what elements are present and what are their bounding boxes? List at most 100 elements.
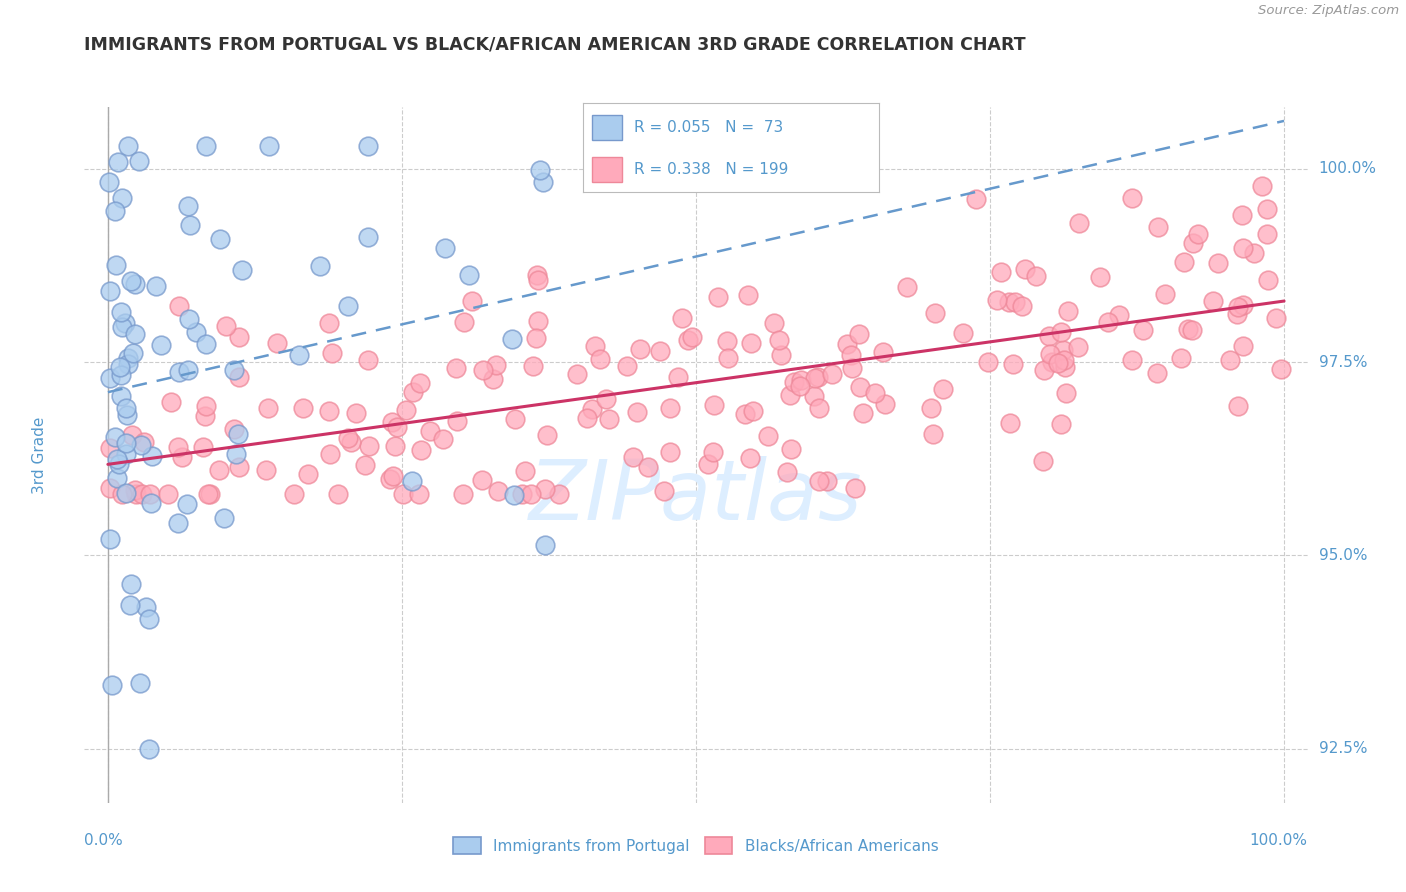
Point [1153, 287, 1175, 301]
Point [589, 352, 612, 367]
Point [703, 398, 725, 412]
Point [1181, 323, 1204, 337]
Point [381, 469, 404, 483]
Text: R = 0.338   N = 199: R = 0.338 N = 199 [634, 162, 787, 177]
Point [138, 741, 160, 756]
Text: 95.0%: 95.0% [1319, 548, 1367, 563]
Point [121, 428, 143, 442]
Point [1039, 346, 1062, 360]
Text: 97.5%: 97.5% [1319, 355, 1367, 369]
Point [1232, 339, 1254, 353]
Point [896, 280, 918, 294]
Point [419, 424, 441, 438]
Point [257, 401, 280, 416]
Point [717, 351, 740, 366]
Point [875, 397, 897, 411]
Point [1270, 362, 1292, 376]
Point [228, 370, 250, 384]
Point [167, 441, 190, 455]
Point [776, 465, 799, 479]
Point [1000, 416, 1022, 430]
Point [488, 484, 510, 499]
Point [184, 325, 207, 339]
Point [1243, 245, 1265, 260]
Point [702, 444, 724, 458]
Point [138, 612, 160, 626]
Point [134, 435, 156, 450]
Point [319, 447, 342, 461]
Point [131, 486, 153, 500]
Point [740, 335, 762, 350]
Point [120, 274, 142, 288]
Point [1146, 367, 1168, 381]
Point [224, 363, 246, 377]
Point [534, 482, 557, 496]
Point [659, 401, 682, 416]
Point [531, 175, 554, 189]
Point [401, 384, 423, 399]
Point [510, 486, 533, 500]
Point [172, 450, 194, 465]
Point [770, 348, 793, 362]
Point [1173, 255, 1195, 269]
Point [194, 409, 217, 423]
Point [179, 311, 201, 326]
Point [110, 305, 132, 319]
Point [659, 445, 682, 459]
Point [1046, 356, 1069, 370]
Point [529, 163, 551, 178]
Point [1132, 323, 1154, 337]
Point [114, 316, 136, 330]
Point [124, 277, 146, 291]
Point [117, 138, 139, 153]
Point [1256, 202, 1278, 216]
Point [326, 486, 349, 500]
Point [115, 401, 138, 416]
Point [266, 336, 288, 351]
Point [839, 348, 862, 362]
Point [1067, 340, 1090, 354]
Point [1201, 293, 1223, 308]
Point [215, 319, 238, 334]
Point [384, 440, 406, 454]
Point [318, 403, 340, 417]
Point [1227, 300, 1250, 314]
Point [408, 486, 430, 500]
Point [108, 457, 131, 471]
Point [841, 361, 863, 376]
Point [378, 472, 401, 486]
Point [318, 316, 340, 330]
Point [1147, 219, 1170, 234]
Point [381, 415, 404, 429]
Point [807, 369, 830, 384]
Point [808, 401, 831, 415]
Point [105, 471, 128, 485]
Point [354, 458, 377, 473]
Point [501, 332, 523, 346]
Point [98, 284, 121, 298]
Point [444, 361, 467, 376]
Point [716, 334, 738, 348]
Point [740, 450, 762, 465]
Point [924, 306, 946, 320]
Point [671, 311, 693, 326]
Point [385, 420, 408, 434]
Point [177, 199, 200, 213]
Point [1265, 310, 1288, 325]
Point [458, 268, 481, 282]
Point [98, 481, 121, 495]
Point [837, 336, 859, 351]
Point [595, 392, 617, 406]
Point [965, 192, 987, 206]
Point [111, 191, 134, 205]
Point [1088, 269, 1111, 284]
Point [197, 486, 219, 500]
Point [409, 442, 432, 457]
Point [176, 497, 198, 511]
Point [1121, 191, 1143, 205]
Text: 0.0%: 0.0% [84, 833, 124, 848]
Point [128, 154, 150, 169]
Point [120, 576, 142, 591]
Point [1121, 353, 1143, 368]
Point [357, 352, 380, 367]
